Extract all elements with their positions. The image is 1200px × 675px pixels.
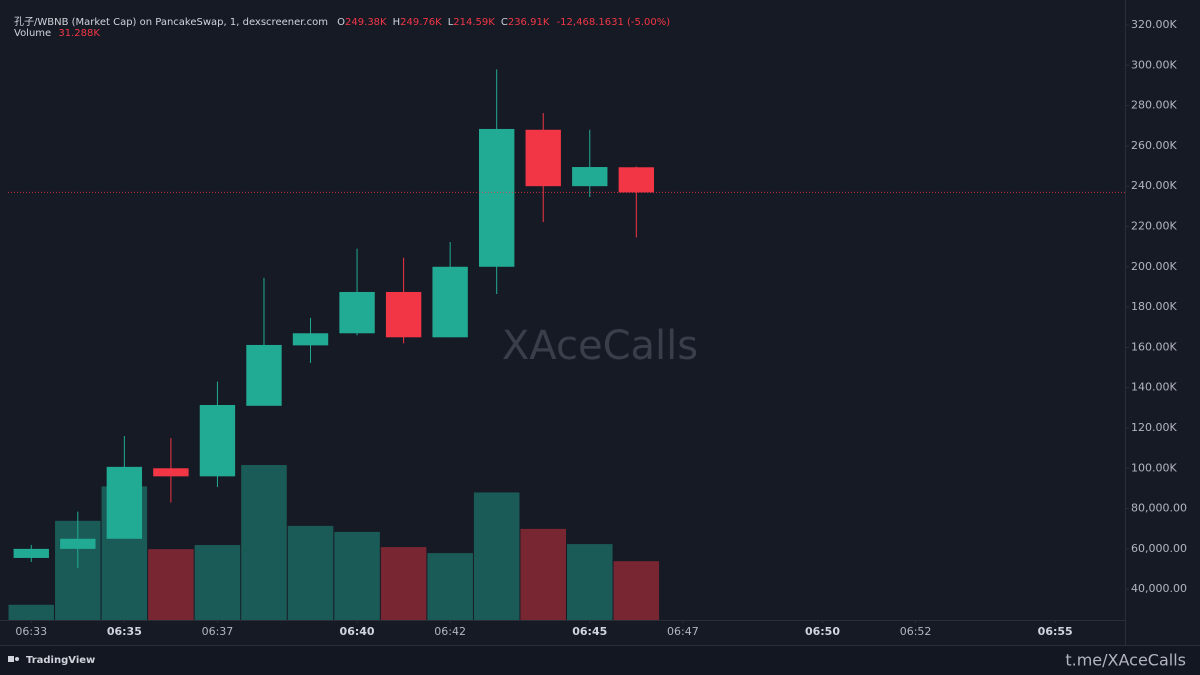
x-tick-label: 06:47 <box>667 625 699 638</box>
footer-bar <box>0 645 1200 675</box>
y-tick-label: 180.00K <box>1131 300 1177 313</box>
x-tick-label: 06:33 <box>15 625 47 638</box>
ohlc: O249.38K H249.76K L214.59K C236.91K <box>331 17 549 28</box>
brand: TradingView <box>26 655 95 666</box>
candle-body <box>525 129 561 187</box>
volume-bar <box>334 531 380 620</box>
candle-body <box>13 548 49 558</box>
volume-bar <box>241 465 287 620</box>
ohlc-value: 249.38K <box>345 17 387 28</box>
y-tick-label: 80,000.00 <box>1131 502 1187 515</box>
y-tick-label: 200.00K <box>1131 260 1177 273</box>
plot: 320.00K 300.00K 280.00K 260.00K 240.00K 220.0… <box>8 18 1187 638</box>
y-tick-label: 300.00K <box>1131 58 1177 71</box>
y-tick-label: 100.00K <box>1131 461 1177 474</box>
candle-body <box>199 405 236 477</box>
ohlc-label: C <box>500 17 508 28</box>
volume-bar <box>8 604 55 620</box>
candle-body <box>339 291 375 334</box>
y-tick-label: 280.00K <box>1131 99 1177 112</box>
candle-body <box>292 333 329 346</box>
candle-body <box>60 538 96 549</box>
x-tick-label: 06:45 <box>572 625 607 638</box>
y-tick-label: 120.00K <box>1131 421 1177 434</box>
candle-body <box>432 266 468 338</box>
x-tick-label: 06:40 <box>340 625 375 638</box>
volume-bar <box>427 553 473 620</box>
change: -12,468.1631 (-5.00%) <box>556 17 671 28</box>
volume-legend: Volume 31.288K <box>14 28 100 39</box>
volume-value: 31.288K <box>58 28 100 39</box>
candle-body <box>618 167 654 193</box>
volume-bar <box>194 545 241 620</box>
y-tick-label: 220.00K <box>1131 219 1177 232</box>
ohlc-label: H <box>392 17 401 28</box>
volume-bar <box>613 561 660 620</box>
volume-bar <box>287 525 334 620</box>
ohlc-value: 236.91K <box>507 17 550 28</box>
candle-body <box>572 167 608 187</box>
x-tick-label: 06:50 <box>805 625 840 638</box>
watermark: XAceCalls <box>502 323 698 369</box>
y-tick-label: 160.00K <box>1131 340 1177 353</box>
y-tick-label: 260.00K <box>1131 139 1177 152</box>
y-tick-label: 60,000.00 <box>1131 542 1187 555</box>
volume-label: Volume <box>14 28 52 39</box>
ohlc-value: 249.76K <box>400 17 442 28</box>
symbol: 孔子/WBNB (Market Cap) on PancakeSwap, 1, … <box>14 17 328 28</box>
volume-bar <box>520 528 566 620</box>
x-tick-label: 06:52 <box>900 625 932 638</box>
candle-body <box>106 466 143 539</box>
volume-bar <box>567 544 613 620</box>
candle-body <box>385 291 422 338</box>
candle-body <box>153 468 189 477</box>
ohlc-value: 214.59K <box>453 17 495 28</box>
tv-logo <box>8 656 19 662</box>
x-tick-label: 06:42 <box>434 625 466 638</box>
candle-body <box>246 344 282 406</box>
y-tick-label: 40,000.00 <box>1131 582 1187 595</box>
ohlc-label: O <box>337 17 346 28</box>
legend: 孔子/WBNB (Market Cap) on PancakeSwap, 1, … <box>14 13 670 28</box>
y-tick-label: 240.00K <box>1131 179 1177 192</box>
candle-body <box>479 128 515 267</box>
volume-bar <box>473 492 520 620</box>
y-tick-label: 320.00K <box>1131 18 1177 31</box>
x-tick-label: 06:37 <box>202 625 234 638</box>
volume-bar <box>380 547 427 620</box>
volume-bar <box>148 549 194 620</box>
y-tick-label: 140.00K <box>1131 381 1177 394</box>
x-tick-label: 06:35 <box>107 625 142 638</box>
link[interactable]: t.me/XAceCalls <box>1065 651 1186 670</box>
ohlc-label: L <box>447 17 454 28</box>
x-tick-label: 06:55 <box>1038 625 1073 638</box>
